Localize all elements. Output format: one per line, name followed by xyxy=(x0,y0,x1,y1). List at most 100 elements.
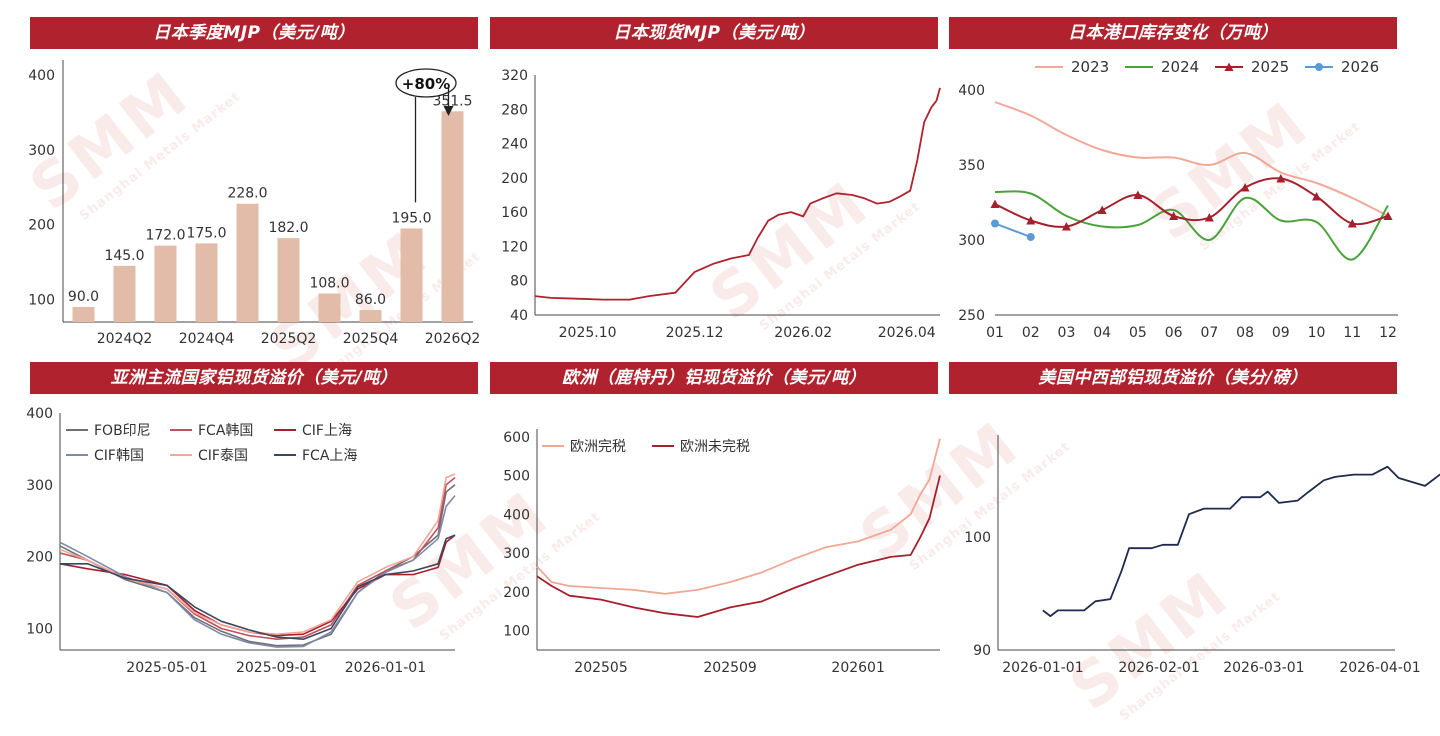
y-tick-label: 200 xyxy=(28,218,55,234)
x-tick-label: 2026.02 xyxy=(774,325,832,341)
chart-title-japan-quarterly-mjp: 日本季度MJP（美元/吨） xyxy=(30,17,478,49)
x-tick-label: 2026-01-01 xyxy=(345,660,426,676)
legend-label: 2024 xyxy=(1161,58,1199,76)
y-tick-label: 200 xyxy=(26,550,53,566)
data-label: 195.0 xyxy=(391,210,431,226)
chart-asia-premium: 100 200 300 400 2025-05-01 2025-09-01 2026-01-… xyxy=(26,406,456,676)
series-line xyxy=(59,473,456,635)
x-tick-label: 07 xyxy=(1200,325,1218,341)
x-tick-label: 04 xyxy=(1093,325,1111,341)
y-tick-label: 600 xyxy=(503,430,530,446)
data-label: 145.0 xyxy=(104,248,144,264)
series-line xyxy=(994,101,1389,217)
y-tick-label: 90 xyxy=(973,643,991,659)
y-tick-label: 400 xyxy=(503,507,530,523)
data-point xyxy=(1061,222,1071,231)
data-point xyxy=(1383,211,1393,220)
x-tick-label: 01 xyxy=(986,325,1004,341)
annotation-text: +80% xyxy=(402,75,450,93)
data-label: 182.0 xyxy=(268,220,308,236)
bar xyxy=(72,307,95,322)
series-line xyxy=(59,495,456,648)
chart-europe-premium: 100 200 300 400 500 600 202505 202509 202601 欧洲完税… xyxy=(503,429,941,676)
x-tick-label: 10 xyxy=(1308,325,1326,341)
data-label: 172.0 xyxy=(145,228,185,244)
y-tick-label: 300 xyxy=(958,233,985,249)
chart-title-europe-premium: 欧洲（鹿特丹）铝现货溢价（美元/吨） xyxy=(490,362,938,394)
series-line xyxy=(1042,465,1440,618)
legend-label: FOB印尼 xyxy=(94,423,151,439)
data-point xyxy=(1312,192,1322,201)
bar xyxy=(400,228,423,322)
bar xyxy=(441,111,464,322)
chart-title-asia-premium: 亚洲主流国家铝现货溢价（美元/吨） xyxy=(30,362,478,394)
y-tick-label: 200 xyxy=(501,171,528,187)
legend-label: 2023 xyxy=(1071,58,1109,76)
y-tick-label: 40 xyxy=(510,308,528,324)
y-tick-label: 120 xyxy=(501,239,528,255)
x-tick-label: 08 xyxy=(1236,325,1254,341)
bar xyxy=(318,293,341,322)
legend-label: 欧洲未完税 xyxy=(680,439,750,455)
y-tick-label: 300 xyxy=(26,478,53,494)
data-point xyxy=(1204,213,1214,222)
x-tick-label: 202505 xyxy=(574,660,627,676)
x-tick-label: 2025-05-01 xyxy=(126,660,207,676)
y-tick-label: 100 xyxy=(964,530,991,546)
data-point xyxy=(991,219,999,228)
data-point xyxy=(1026,233,1035,241)
data-point xyxy=(1097,205,1107,214)
y-tick-label: 300 xyxy=(503,546,530,562)
legend-label: FCA韩国 xyxy=(198,423,253,439)
x-tick-label: 2026Q2 xyxy=(425,331,480,347)
y-tick-label: 300 xyxy=(28,143,55,159)
bar xyxy=(113,265,136,322)
bar xyxy=(195,243,218,322)
y-tick-label: 240 xyxy=(501,137,528,153)
series-line xyxy=(59,534,456,637)
y-tick-label: 350 xyxy=(958,158,985,174)
bar xyxy=(236,203,259,322)
x-tick-label: 2026-04-01 xyxy=(1339,660,1420,676)
data-point xyxy=(990,199,1000,208)
legend-label: CIF韩国 xyxy=(94,448,144,464)
x-tick-label: 2026-02-01 xyxy=(1118,660,1199,676)
x-tick-label: 2025.12 xyxy=(666,325,724,341)
data-label: 228.0 xyxy=(227,186,267,202)
x-tick-label: 2025Q4 xyxy=(343,331,399,347)
annotation-arrowhead xyxy=(443,106,454,116)
data-label: 90.0 xyxy=(68,289,99,305)
y-tick-label: 500 xyxy=(503,469,530,485)
chart-title-us-midwest-premium: 美国中西部铝现货溢价（美分/磅） xyxy=(949,362,1397,394)
data-label: 108.0 xyxy=(309,276,349,292)
y-tick-label: 160 xyxy=(501,205,528,221)
x-tick-label: 03 xyxy=(1058,325,1076,341)
series-line xyxy=(534,87,941,301)
y-tick-label: 320 xyxy=(501,68,528,84)
data-point xyxy=(1169,211,1179,220)
legend-label: 欧洲完税 xyxy=(570,439,626,455)
x-tick-label: 2026-03-01 xyxy=(1223,660,1304,676)
legend-label: CIF泰国 xyxy=(198,448,248,464)
data-point xyxy=(1347,219,1357,228)
bar xyxy=(154,245,177,322)
series-line xyxy=(994,190,1389,261)
data-point xyxy=(1133,190,1143,199)
x-tick-label: 11 xyxy=(1343,325,1361,341)
data-point xyxy=(1026,216,1036,225)
chart-japan-port-stock: 250 300 350 400 01 02 03 04 05 06 07 08 09 10 11 12 2023… xyxy=(958,58,1398,341)
y-tick-label: 80 xyxy=(510,274,528,290)
data-label: 175.0 xyxy=(186,225,226,241)
y-tick-label: 400 xyxy=(26,406,53,422)
x-tick-label: 2025.10 xyxy=(559,325,617,341)
x-tick-label: 2026.04 xyxy=(878,325,936,341)
series-line xyxy=(59,484,456,647)
x-tick-label: 202601 xyxy=(831,660,884,676)
x-tick-label: 2025-09-01 xyxy=(236,660,317,676)
x-tick-label: 2025Q2 xyxy=(261,331,317,347)
chart-title-japan-spot-mjp: 日本现货MJP（美元/吨） xyxy=(490,17,938,49)
series-line xyxy=(994,177,1389,228)
x-tick-label: 02 xyxy=(1022,325,1040,341)
bar xyxy=(277,238,300,322)
